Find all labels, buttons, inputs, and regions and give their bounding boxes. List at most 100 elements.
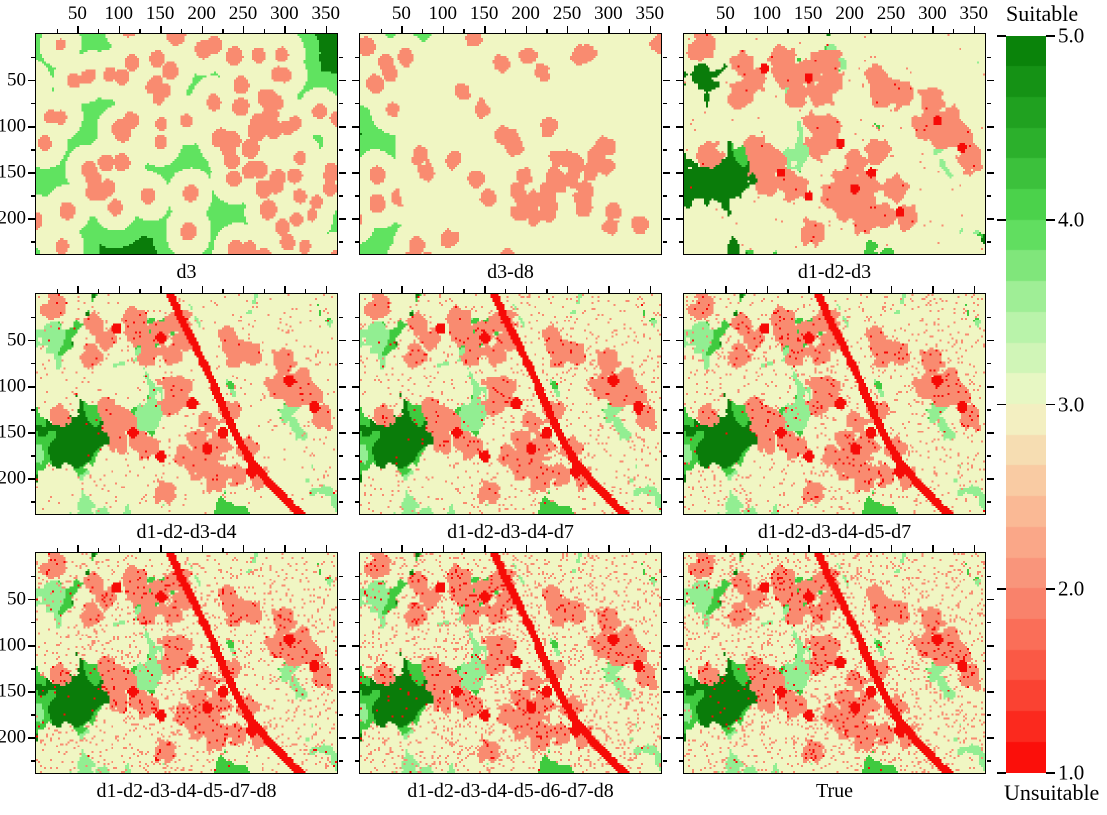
x-minor-tick [463, 28, 465, 33]
x-major-tick [766, 25, 769, 33]
x-minor-tick [380, 547, 383, 552]
y-minor-tick-right [338, 501, 343, 503]
y-minor-tick-right [338, 760, 343, 762]
colorbar-right-tick [1046, 403, 1055, 406]
y-major-tick-right [662, 218, 670, 220]
x-minor-tick [180, 288, 183, 293]
x-minor-tick [263, 288, 266, 293]
x-minor-tick [504, 547, 507, 552]
x-minor-tick [56, 288, 59, 293]
y-major-tick [675, 432, 683, 434]
y-minor-tick [30, 576, 35, 578]
y-major-tick-right [662, 432, 670, 434]
y-minor-tick-right [986, 103, 991, 105]
y-minor-tick [678, 455, 683, 457]
panel-d3: 50 100 150 200 250 300 350 50 100 150 200 d3 [0, 4, 346, 283]
y-minor-tick-right [338, 195, 343, 197]
x-major-tick [284, 285, 286, 293]
panel-caption: d1-d2-d3-d4-d7 [447, 521, 574, 543]
heatmap-canvas [360, 294, 661, 514]
x-minor-tick [98, 28, 100, 33]
y-major-tick-right [338, 737, 346, 739]
x-minor-tick [139, 288, 141, 293]
y-minor-tick [354, 455, 359, 457]
y-minor-tick-right [662, 363, 667, 365]
y-major-tick-right [986, 340, 994, 342]
y-major-tick [351, 80, 359, 82]
y-major-tick [351, 126, 359, 128]
y-major-tick-right [986, 80, 994, 82]
y-minor-tick-right [662, 317, 667, 319]
y-minor-tick-right [986, 241, 991, 243]
y-major-tick [27, 172, 35, 174]
x-tick-label: 300 [270, 3, 299, 24]
colorbar-left-tick [997, 403, 1006, 406]
y-major-tick-right [662, 126, 670, 128]
x-major-tick [160, 285, 162, 293]
colorbar-right-tick [1046, 219, 1055, 222]
y-minor-tick [354, 760, 359, 762]
x-minor-tick [180, 547, 183, 552]
panel-d1-d2-d3-d4-d5-d7: d1-d2-d3-d4-d5-d7 [675, 285, 994, 543]
x-major-tick [284, 25, 286, 33]
x-major-tick [442, 285, 445, 293]
y-minor-tick-right [986, 195, 991, 197]
y-minor-tick [678, 576, 683, 578]
x-major-tick [566, 285, 569, 293]
y-major-tick [675, 599, 683, 601]
y-major-tick-right [338, 172, 346, 174]
y-major-tick [351, 340, 359, 342]
x-major-tick [566, 544, 569, 552]
y-minor-tick [678, 241, 683, 243]
y-major-tick-right [338, 432, 346, 434]
y-tick-label: 50 [7, 329, 26, 351]
y-minor-tick [30, 409, 35, 411]
y-major-tick-right [338, 80, 346, 82]
y-major-tick [351, 691, 359, 693]
y-major-tick [351, 478, 359, 480]
y-tick-label: 200 [0, 207, 26, 229]
x-major-tick [649, 25, 652, 33]
panel-d1-d2-d3-d4-d5-d6-d7-d8: d1-d2-d3-d4-d5-d6-d7-d8 [351, 544, 670, 802]
x-tick-label: 100 [752, 3, 782, 24]
y-minor-tick [30, 455, 35, 457]
colorbar-left-tick [997, 587, 1006, 590]
y-major-tick [27, 478, 35, 480]
x-minor-tick [305, 28, 307, 33]
y-major-tick [27, 599, 35, 601]
x-minor-tick [504, 288, 507, 293]
y-major-tick-right [662, 340, 670, 342]
panel-caption: d1-d2-d3-d4 [136, 521, 237, 543]
y-minor-tick-right [338, 455, 343, 457]
x-minor-tick [98, 288, 100, 293]
colorbar-gradient [1006, 36, 1046, 773]
panel-caption: d3-d8 [487, 261, 534, 283]
x-major-tick [932, 25, 934, 33]
x-minor-tick [746, 547, 748, 552]
x-major-tick [118, 25, 121, 33]
x-major-tick [77, 285, 79, 293]
heatmap-canvas [684, 294, 985, 514]
y-major-tick-right [338, 386, 346, 388]
y-minor-tick [678, 409, 683, 411]
y-major-tick-right [662, 80, 670, 82]
x-major-tick [160, 25, 162, 33]
y-minor-tick [354, 195, 359, 197]
panel-d1-d2-d3-d4-d5-d7-d8: 50 100 150 200 d1-d2-d3-d4-d5-d7-d8 [0, 544, 346, 802]
heatmap-canvas [36, 34, 337, 254]
x-major-tick [201, 544, 203, 552]
y-minor-tick-right [338, 363, 343, 365]
x-major-tick [932, 285, 934, 293]
panel-d1-d2-d3-d4: 50 100 150 200 d1-d2-d3-d4 [0, 285, 346, 543]
y-minor-tick-right [662, 622, 667, 624]
x-major-tick [284, 544, 286, 552]
x-minor-tick [787, 28, 789, 33]
y-minor-tick [678, 501, 683, 503]
x-minor-tick [704, 28, 707, 33]
x-minor-tick [380, 288, 383, 293]
y-major-tick [675, 737, 683, 739]
x-tick-label: 50 [67, 3, 87, 24]
x-major-tick [160, 544, 162, 552]
y-major-tick [27, 126, 35, 128]
y-major-tick [351, 645, 359, 647]
